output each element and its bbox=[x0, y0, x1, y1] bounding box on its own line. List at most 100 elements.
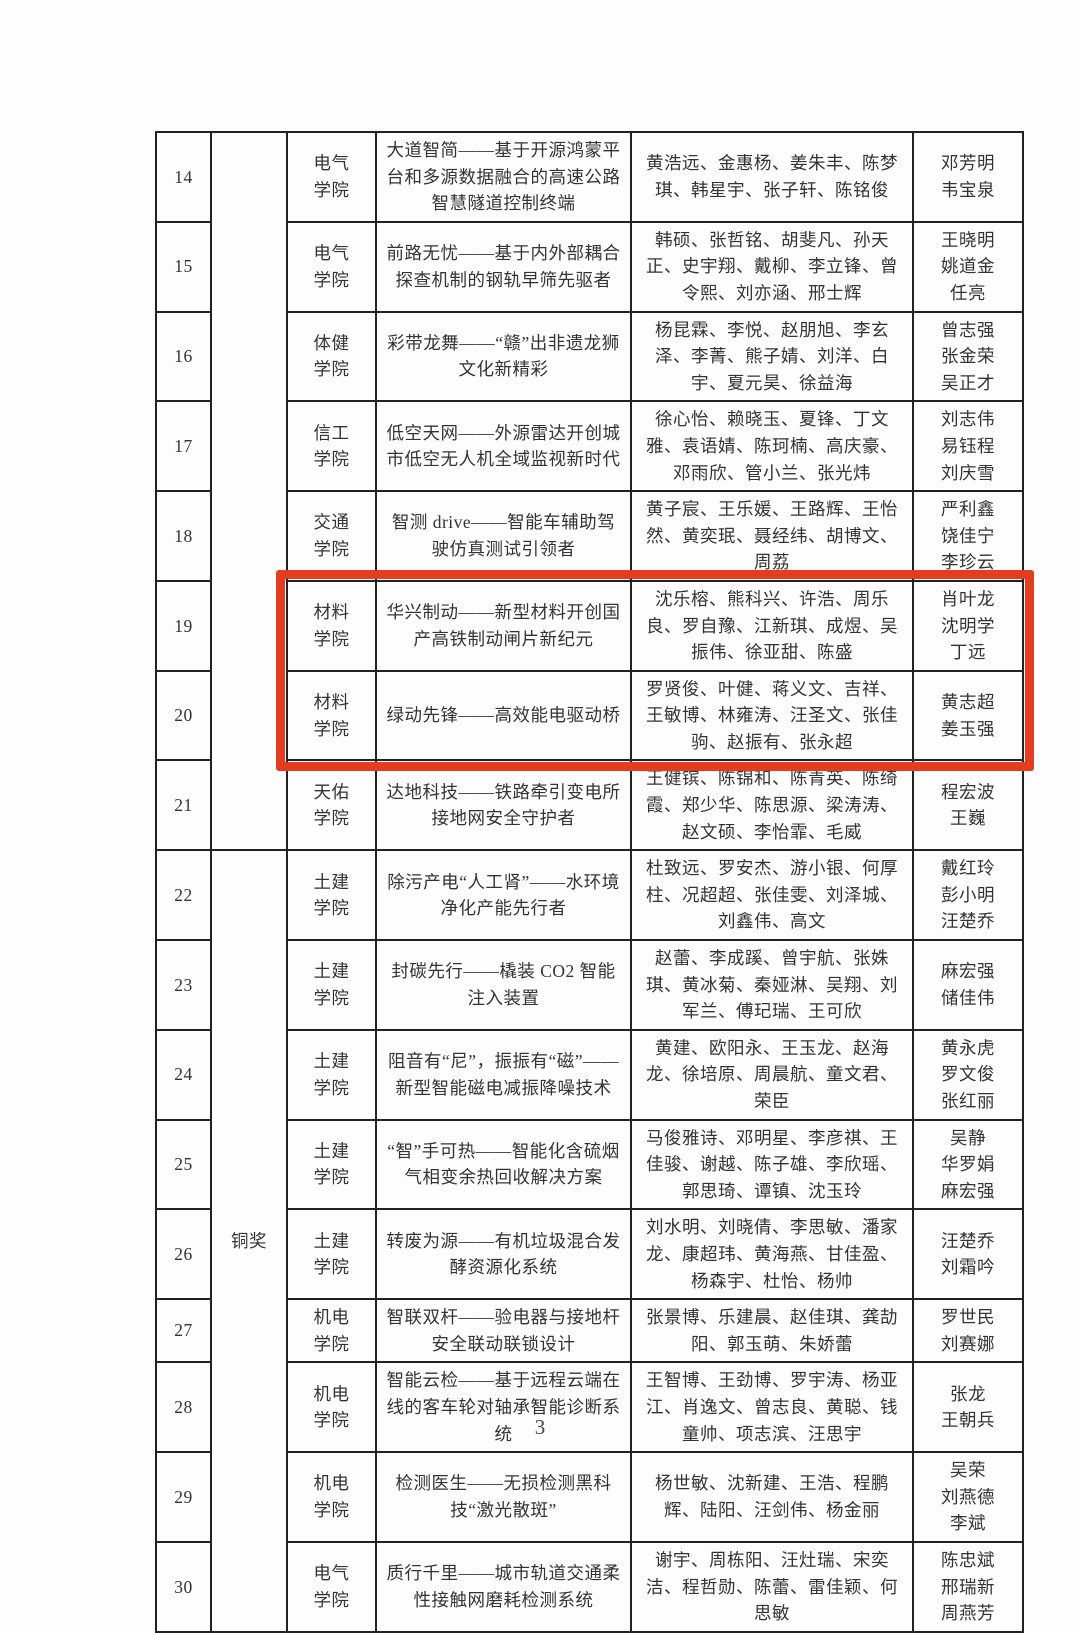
college-cell: 电气 学院 bbox=[286, 1540, 377, 1633]
table-row: 14 电气 学院 大道智简——基于开源鸿蒙平台和多源数据融合的高速公路智慧隧道控… bbox=[155, 130, 1024, 852]
row-number: 20 bbox=[155, 669, 212, 762]
project-title-cell: 除污产电“人工肾”——水环境净化产能先行者 bbox=[375, 849, 632, 942]
team-members-cell: 徐心怡、赖晓玉、夏锋、丁文雅、袁语婧、陈珂楠、高庆豪、邓雨欣、管小兰、张光炜 bbox=[630, 400, 914, 493]
advisors-cell: 曾志强 张金荣 吴正才 bbox=[912, 310, 1024, 403]
team-members-cell: 赵蕾、李成蹊、曾宇航、张姝琪、黄冰菊、秦娅淋、吴翔、刘军兰、傅玘瑞、王可欣 bbox=[630, 939, 914, 1031]
team-members-cell: 杨昆霖、李悦、赵朋旭、李玄泽、李菁、熊子婧、刘洋、白宇、夏元昊、徐益海 bbox=[630, 310, 914, 403]
table-row-highlighted: 20 材料 学院 绿动先锋——高效能电驱动桥 罗贤俊、叶健、蒋义文、吉祥、王敏博… bbox=[155, 669, 1024, 762]
table-row-highlighted: 19 材料 学院 华兴制动——新型材料开创国产高铁制动闸片新纪元 沈乐榕、熊科兴… bbox=[155, 579, 1024, 672]
row-number: 27 bbox=[155, 1298, 212, 1364]
team-members-cell: 沈乐榕、熊科兴、许浩、周乐良、罗自豫、江新琪、成煜、吴振伟、徐亚甜、陈盛 bbox=[630, 579, 914, 672]
project-title-cell: 大道智简——基于开源鸿蒙平台和多源数据融合的高速公路智慧隧道控制终端 bbox=[375, 131, 632, 223]
project-title-cell: 检测医生——无损检测黑科技“激光散斑” bbox=[375, 1451, 632, 1543]
college-cell: 体健 学院 bbox=[286, 310, 377, 403]
advisors-cell: 黄永虎 罗文俊 张红丽 bbox=[912, 1028, 1024, 1121]
college-cell: 土建 学院 bbox=[286, 939, 377, 1031]
page-number: 3 bbox=[534, 1415, 546, 1439]
advisors-cell: 麻宏强 储佳伟 bbox=[912, 939, 1024, 1031]
team-members-cell: 杨世敏、沈新建、王浩、程鹏辉、陆阳、汪剑伟、杨金丽 bbox=[630, 1451, 914, 1543]
table-row: 30 电气 学院 质行千里——城市轨道交通柔性接触网磨耗检测系统 谢宇、周栋阳、… bbox=[155, 1540, 1024, 1633]
row-number: 25 bbox=[155, 1118, 212, 1211]
project-title-cell: 阻音有“尼”，振振有“磁”——新型智能磁电减振降噪技术 bbox=[375, 1028, 632, 1121]
row-number: 22 bbox=[155, 849, 212, 942]
advisors-cell: 黄志超 姜玉强 bbox=[912, 669, 1024, 762]
project-title-cell: 绿动先锋——高效能电驱动桥 bbox=[375, 669, 632, 762]
advisors-cell: 戴红玲 彭小明 汪楚乔 bbox=[912, 849, 1024, 942]
advisors-cell: 吴荣 刘燕德 李斌 bbox=[912, 1451, 1024, 1543]
college-cell: 电气 学院 bbox=[286, 220, 377, 313]
document-page: 14 电气 学院 大道智简——基于开源鸿蒙平台和多源数据融合的高速公路智慧隧道控… bbox=[155, 130, 1034, 1633]
row-number: 16 bbox=[155, 310, 212, 403]
team-members-cell: 杜致远、罗安杰、游小银、何厚柱、况超超、张佳雯、刘泽城、刘鑫伟、高文 bbox=[630, 849, 914, 942]
advisors-cell: 陈忠斌 邢瑞新 周燕芳 bbox=[912, 1540, 1024, 1633]
award-group-cell bbox=[210, 130, 288, 852]
college-cell: 土建 学院 bbox=[286, 849, 377, 942]
college-cell: 土建 学院 bbox=[286, 1208, 377, 1301]
team-members-cell: 刘水明、刘晓倩、李思敏、潘家龙、康超玮、黄海燕、甘佳盈、杨森宇、杜怡、杨帅 bbox=[630, 1208, 914, 1301]
row-number: 30 bbox=[155, 1540, 212, 1633]
table-row: 16 体健 学院 彩带龙舞——“赣”出非遗龙狮文化新精彩 杨昆霖、李悦、赵朋旭、… bbox=[155, 310, 1024, 403]
team-members-cell: 韩硕、张哲铭、胡斐凡、孙天正、史宇翔、戴柳、李立锋、曾令熙、刘亦涵、邢士辉 bbox=[630, 220, 914, 313]
team-members-cell: 罗贤俊、叶健、蒋义文、吉祥、王敏博、林雍涛、汪圣文、张佳驹、赵振有、张永超 bbox=[630, 669, 914, 762]
project-title-cell: 封碳先行——橇装 CO2 智能注入装置 bbox=[375, 939, 632, 1031]
project-title-cell: 质行千里——城市轨道交通柔性接触网磨耗检测系统 bbox=[375, 1540, 632, 1633]
table-row: 18 交通 学院 智测 drive——智能车辅助驾驶仿真测试引领者 黄子宸、王乐… bbox=[155, 490, 1024, 582]
team-members-cell: 马俊雅诗、邓明星、李彦祺、王佳骏、谢越、陈子雄、李欣瑶、郭思琦、谭镇、沈玉玲 bbox=[630, 1118, 914, 1211]
advisors-cell: 刘志伟 易钰程 刘庆雪 bbox=[912, 400, 1024, 493]
award-table: 14 电气 学院 大道智简——基于开源鸿蒙平台和多源数据融合的高速公路智慧隧道控… bbox=[155, 130, 1024, 1633]
advisors-cell: 肖叶龙 沈明学 丁远 bbox=[912, 579, 1024, 672]
team-members-cell: 谢宇、周栋阳、汪灶瑞、宋奕洁、程哲勋、陈蕾、雷佳颖、何思敏 bbox=[630, 1540, 914, 1633]
project-title-cell: 智测 drive——智能车辅助驾驶仿真测试引领者 bbox=[375, 490, 632, 582]
row-number: 15 bbox=[155, 220, 212, 313]
project-title-cell: “智”手可热——智能化含硫烟气相变余热回收解决方案 bbox=[375, 1118, 632, 1211]
project-title-cell: 彩带龙舞——“赣”出非遗龙狮文化新精彩 bbox=[375, 310, 632, 403]
table-row: 29 机电 学院 检测医生——无损检测黑科技“激光散斑” 杨世敏、沈新建、王浩、… bbox=[155, 1451, 1024, 1543]
row-number: 24 bbox=[155, 1028, 212, 1121]
row-number: 23 bbox=[155, 939, 212, 1031]
college-cell: 机电 学院 bbox=[286, 1361, 377, 1454]
row-number: 28 bbox=[155, 1361, 212, 1454]
college-cell: 电气 学院 bbox=[286, 131, 377, 223]
table-row: 17 信工 学院 低空天网——外源雷达开创城市低空无人机全域监视新时代 徐心怡、… bbox=[155, 400, 1024, 493]
table-row: 23 土建 学院 封碳先行——橇装 CO2 智能注入装置 赵蕾、李成蹊、曾宇航、… bbox=[155, 939, 1024, 1031]
college-cell: 材料 学院 bbox=[286, 579, 377, 672]
college-cell: 天佑 学院 bbox=[286, 759, 377, 852]
advisors-cell: 王晓明 姚道金 任亮 bbox=[912, 220, 1024, 313]
college-cell: 机电 学院 bbox=[286, 1451, 377, 1543]
team-members-cell: 黄子宸、王乐媛、王路辉、王怡然、黄奕珉、聂经纬、胡博文、周荔 bbox=[630, 490, 914, 582]
advisors-cell: 邓芳明 韦宝泉 bbox=[912, 131, 1024, 223]
advisors-cell: 程宏波 王巍 bbox=[912, 759, 1024, 852]
row-number: 14 bbox=[155, 131, 212, 223]
advisors-cell: 严利鑫 饶佳宁 李珍云 bbox=[912, 490, 1024, 582]
award-group-cell-bronze: 铜奖 bbox=[210, 849, 288, 1633]
advisors-cell: 罗世民 刘赛娜 bbox=[912, 1298, 1024, 1364]
table-row: 28 机电 学院 智能云检——基于远程云端在线的客车轮对轴承智能诊断系统 王智博… bbox=[155, 1361, 1024, 1454]
row-number: 18 bbox=[155, 490, 212, 582]
project-title-cell: 转废为源——有机垃圾混合发酵资源化系统 bbox=[375, 1208, 632, 1301]
table-row: 24 土建 学院 阻音有“尼”，振振有“磁”——新型智能磁电减振降噪技术 黄建、… bbox=[155, 1028, 1024, 1121]
project-title-cell: 华兴制动——新型材料开创国产高铁制动闸片新纪元 bbox=[375, 579, 632, 672]
row-number: 26 bbox=[155, 1208, 212, 1301]
college-cell: 土建 学院 bbox=[286, 1028, 377, 1121]
college-cell: 交通 学院 bbox=[286, 490, 377, 582]
row-number: 17 bbox=[155, 400, 212, 493]
table-row: 26 土建 学院 转废为源——有机垃圾混合发酵资源化系统 刘水明、刘晓倩、李思敏… bbox=[155, 1208, 1024, 1301]
team-members-cell: 王智博、王劲博、罗宇涛、杨亚江、肖逸文、曾志良、黄聪、钱童帅、项志滨、汪思宇 bbox=[630, 1361, 914, 1454]
college-cell: 信工 学院 bbox=[286, 400, 377, 493]
team-members-cell: 张景博、乐建晨、赵佳琪、龚劼阳、郭玉萌、朱娇蕾 bbox=[630, 1298, 914, 1364]
project-title-cell: 前路无忧——基于内外部耦合探查机制的钢轨早筛先驱者 bbox=[375, 220, 632, 313]
project-title-cell: 智能云检——基于远程云端在线的客车轮对轴承智能诊断系统 bbox=[375, 1361, 632, 1454]
advisors-cell: 张龙 王朝兵 bbox=[912, 1361, 1024, 1454]
row-number: 19 bbox=[155, 579, 212, 672]
project-title-cell: 低空天网——外源雷达开创城市低空无人机全域监视新时代 bbox=[375, 400, 632, 493]
team-members-cell: 黄浩远、金惠杨、姜朱丰、陈梦琪、韩星宇、张子轩、陈铭俊 bbox=[630, 131, 914, 223]
project-title-cell: 达地科技——铁路牵引变电所接地网安全守护者 bbox=[375, 759, 632, 852]
college-cell: 材料 学院 bbox=[286, 669, 377, 762]
table-row: 22 铜奖 土建 学院 除污产电“人工肾”——水环境净化产能先行者 杜致远、罗安… bbox=[155, 849, 1024, 1633]
row-number: 21 bbox=[155, 759, 212, 852]
project-title-cell: 智联双杆——验电器与接地杆安全联动联锁设计 bbox=[375, 1298, 632, 1364]
college-cell: 机电 学院 bbox=[286, 1298, 377, 1364]
team-members-cell: 黄建、欧阳永、王玉龙、赵海龙、徐培原、周晨航、童文君、荣臣 bbox=[630, 1028, 914, 1121]
table-row: 21 天佑 学院 达地科技——铁路牵引变电所接地网安全守护者 王健镔、陈锦和、陈… bbox=[155, 759, 1024, 852]
table-row: 27 机电 学院 智联双杆——验电器与接地杆安全联动联锁设计 张景博、乐建晨、赵… bbox=[155, 1298, 1024, 1364]
